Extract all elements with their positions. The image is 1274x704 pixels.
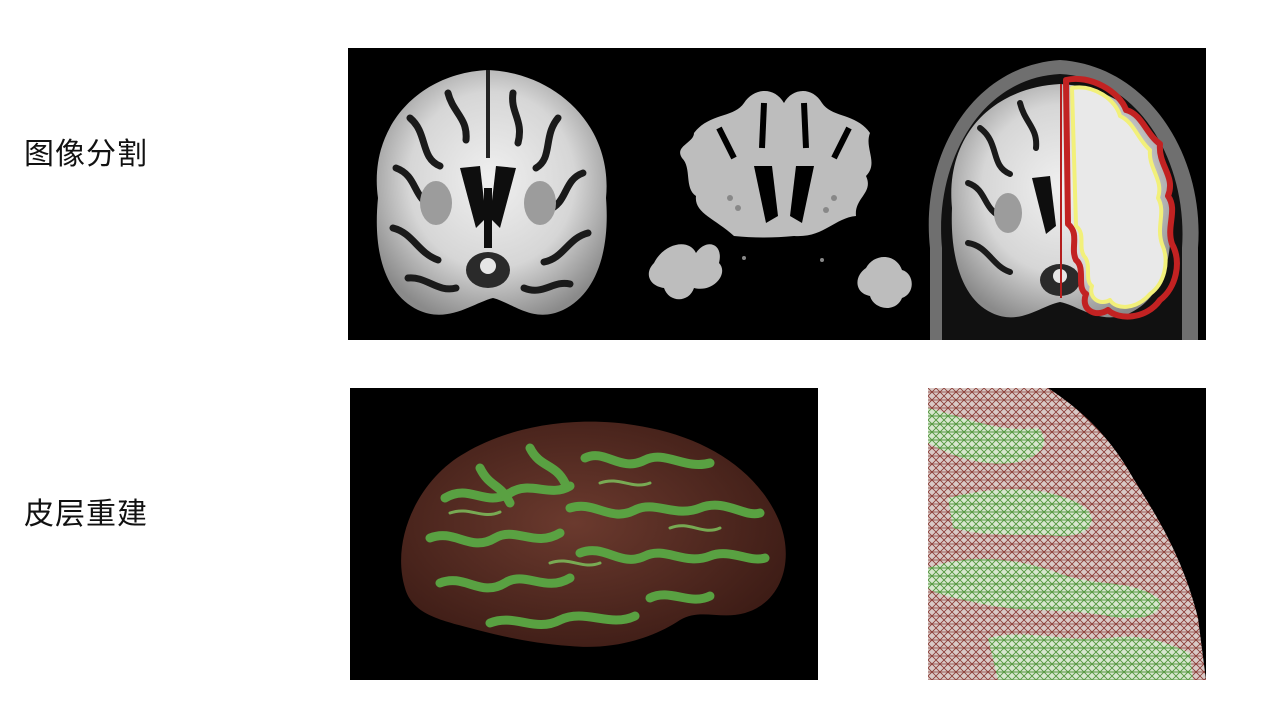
- cortical-surface-render-icon: [401, 421, 786, 647]
- white-matter-mask-icon: [648, 90, 912, 308]
- mri-coronal-slice-icon: [376, 70, 607, 315]
- row-label-segmentation: 图像分割: [24, 137, 148, 172]
- segmentation-figure: [348, 48, 1206, 340]
- cortical-surface-figure: [350, 388, 818, 680]
- cortical-mesh-closeup-icon: [928, 388, 1206, 680]
- segmentation-strip-svg: [376, 48, 1206, 340]
- row-label-reconstruction: 皮层重建: [24, 497, 148, 532]
- mri-contour-overlay-icon: [920, 48, 1206, 340]
- cortical-mesh-figure: [928, 388, 1206, 680]
